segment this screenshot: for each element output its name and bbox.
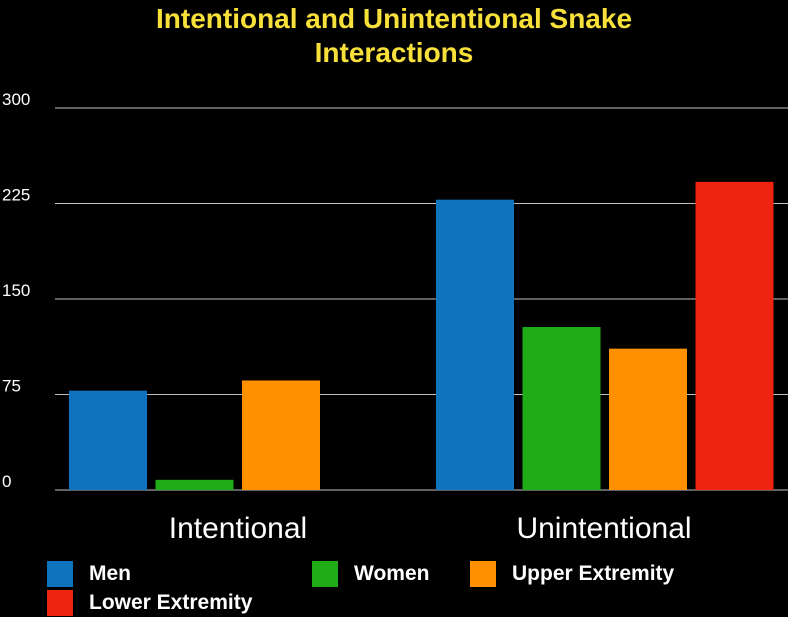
bar-women-unintentional <box>522 327 601 490</box>
y-tick-label: 225 <box>2 186 30 205</box>
legend-item-upper-extremity: Upper Extremity <box>470 561 674 587</box>
bar-men-intentional <box>69 390 147 490</box>
legend-swatch-upper-extremity <box>470 561 496 587</box>
x-category-label: Unintentional <box>516 512 691 545</box>
legend-label-men: Men <box>89 562 131 585</box>
y-tick-label: 300 <box>2 90 30 109</box>
legend-item-women: Women <box>312 561 429 587</box>
bar-men-unintentional <box>436 199 514 490</box>
bar-upper-extremity-unintentional <box>609 348 687 490</box>
legend-swatch-men <box>47 561 73 587</box>
y-tick-label: 0 <box>2 472 11 491</box>
bar-lower-extremity-unintentional <box>695 181 774 490</box>
x-category-label: Intentional <box>169 512 307 545</box>
legend-swatch-lower-extremity <box>47 590 73 616</box>
legend-label-lower-extremity: Lower Extremity <box>89 591 253 614</box>
legend-swatch-women <box>312 561 338 587</box>
bar-women-intentional <box>155 479 234 490</box>
legend-item-lower-extremity: Lower Extremity <box>47 590 252 616</box>
bar-upper-extremity-intentional <box>242 380 320 490</box>
y-tick-label: 150 <box>2 281 30 300</box>
legend-label-women: Women <box>354 562 430 585</box>
legend-label-upper-extremity: Upper Extremity <box>512 562 675 585</box>
chart-title: Intentional and Unintentional Snake Inte… <box>0 2 788 70</box>
chart-title-line-2: Interactions <box>314 37 474 68</box>
y-tick-label: 75 <box>2 377 21 396</box>
chart-title-line-1: Intentional and Unintentional Snake <box>155 3 633 34</box>
legend-item-men: Men <box>47 561 131 587</box>
